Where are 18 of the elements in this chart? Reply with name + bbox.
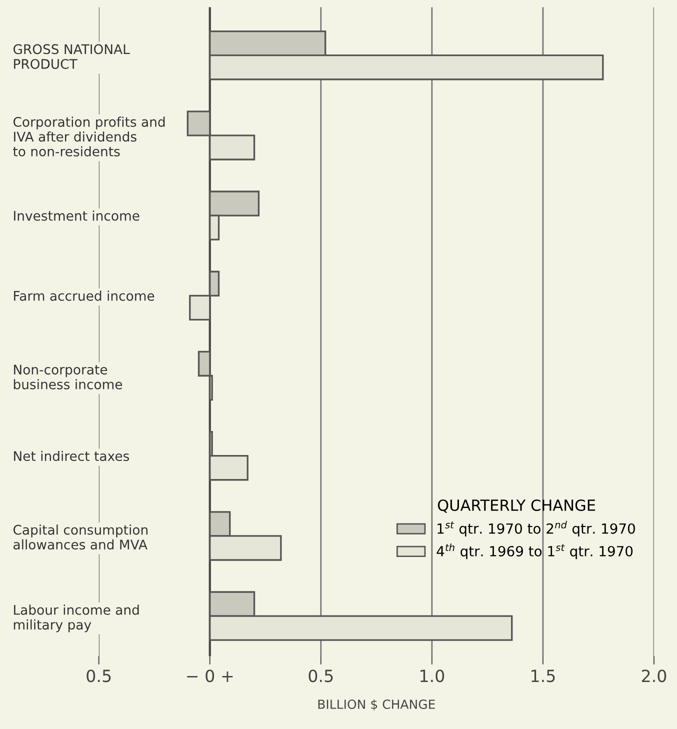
x-tick-label: − 0 + xyxy=(187,670,233,682)
x-axis-title: BILLION $ CHANGE xyxy=(318,699,435,711)
y-tick-label: Farm accrued income xyxy=(14,290,154,301)
legend-label: 4$^{th}$ qtr. 1969 to 1$^{st}$ qtr. 1970 xyxy=(436,544,633,560)
x-tick-label: 2.0 xyxy=(642,670,666,682)
x-tick-label: 1.5 xyxy=(532,670,555,682)
y-tick-label: Corporation profits and IVA after dividends to non-residents xyxy=(13,116,165,156)
y-tick-label: GROSS NATIONAL PRODUCT xyxy=(13,44,130,69)
x-tick-label: 0.5 xyxy=(86,670,111,682)
y-tick-label: Labour income and military pay xyxy=(14,604,139,632)
y-tick-label: Capital consumption allowances and MVA xyxy=(13,524,148,550)
legend-title: QUARTERLY CHANGE xyxy=(438,499,596,513)
y-tick-label: Net indirect taxes xyxy=(14,450,130,462)
y-tick-label: Non-corporate business income xyxy=(14,364,122,390)
y-tick-label: Investment income xyxy=(14,210,140,221)
legend-label: 1$^{st}$ qtr. 1970 to 2$^{nd}$ qtr. 1970 xyxy=(438,520,635,537)
x-tick-label: 0.5 xyxy=(308,670,333,682)
x-tick-label: 1.0 xyxy=(420,670,444,682)
